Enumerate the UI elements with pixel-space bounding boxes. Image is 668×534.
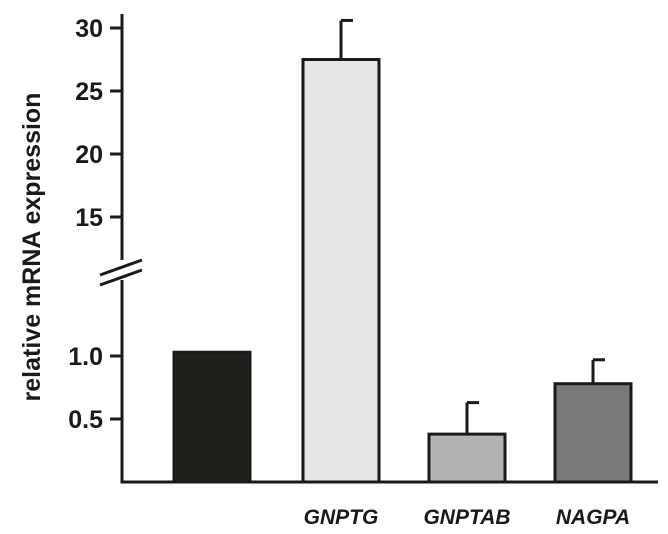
axis-break-mark <box>99 258 143 277</box>
y-tick-label: 25 <box>75 78 103 106</box>
y-tick-label: 30 <box>75 15 103 43</box>
x-category-label: NAGPA <box>556 506 630 529</box>
x-category-label: GNPTG <box>304 506 379 529</box>
bar <box>172 350 252 484</box>
bar <box>427 432 507 484</box>
bars <box>172 18 633 484</box>
x-category-label: GNPTAB <box>423 506 510 529</box>
y-tick-label: 15 <box>75 204 103 232</box>
bar <box>301 58 381 484</box>
x-category-labels: GNPTG GNPTAB NAGPA <box>304 506 630 529</box>
y-tick-label: 0.5 <box>68 406 103 434</box>
y-ticks: 15 20 25 30 0.5 1.0 <box>68 15 122 434</box>
y-tick-label: 1.0 <box>68 343 103 371</box>
y-tick-label: 20 <box>75 141 103 169</box>
y-axis-title: relative mRNA expression <box>18 93 46 402</box>
axis-break-mark <box>99 268 143 287</box>
bar <box>553 382 633 484</box>
